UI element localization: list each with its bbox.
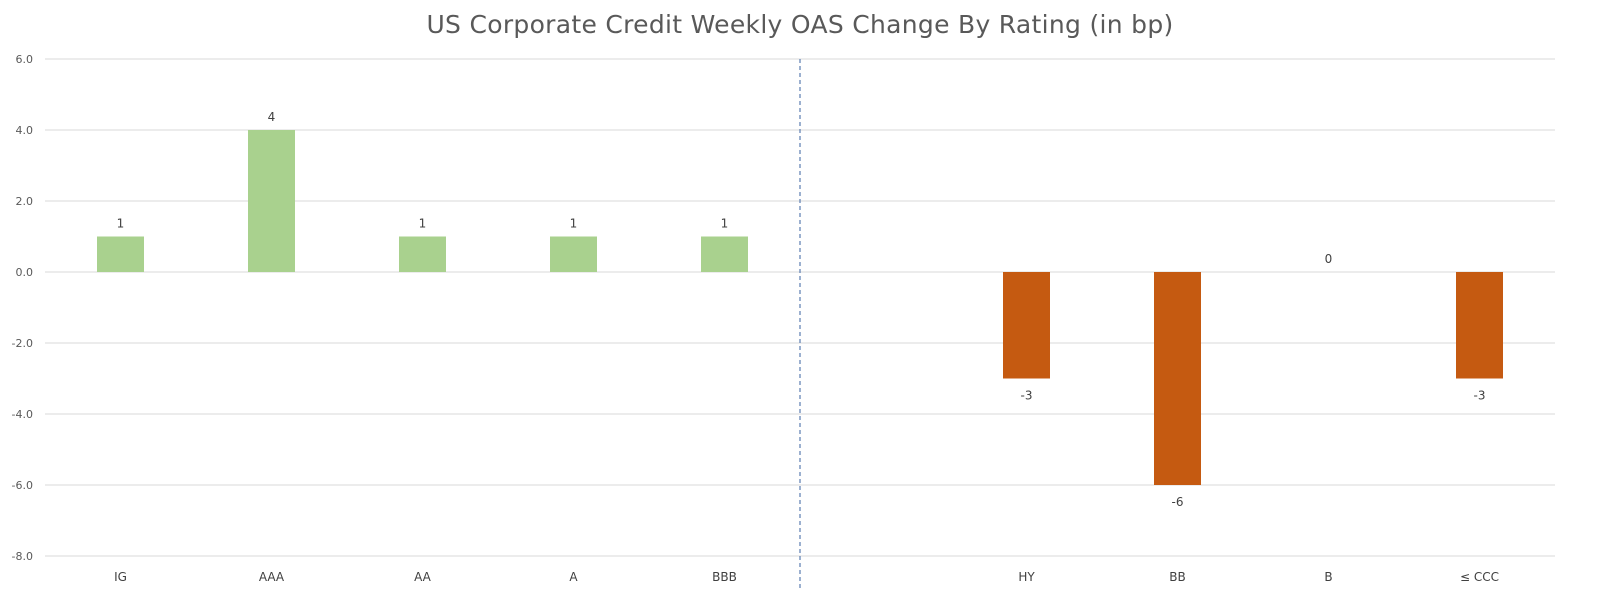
data-label: 1 (570, 217, 578, 231)
y-tick-label: -6.0 (12, 479, 33, 492)
bar (550, 236, 597, 272)
data-label: -3 (1021, 389, 1033, 403)
y-tick-label: 6.0 (16, 53, 34, 66)
x-tick-label: ≤ CCC (1460, 570, 1499, 584)
data-label: 1 (721, 217, 729, 231)
data-label: 1 (419, 217, 427, 231)
data-label: -6 (1172, 495, 1184, 509)
data-label: 4 (268, 110, 276, 124)
x-tick-label: AAA (259, 570, 285, 584)
bar (1003, 272, 1050, 379)
x-tick-label: BB (1169, 570, 1185, 584)
y-tick-label: 4.0 (16, 124, 34, 137)
data-label: 0 (1325, 252, 1333, 266)
x-tick-label: IG (114, 570, 127, 584)
bar (1154, 272, 1201, 485)
x-tick-label: A (569, 570, 578, 584)
y-tick-label: -2.0 (12, 337, 33, 350)
bar (399, 236, 446, 272)
chart-title: US Corporate Credit Weekly OAS Change By… (426, 10, 1174, 39)
bar (248, 130, 295, 272)
x-tick-label: B (1324, 570, 1332, 584)
x-tick-label: AA (414, 570, 432, 584)
bar (97, 236, 144, 272)
y-tick-label: 0.0 (16, 266, 34, 279)
data-label: -3 (1474, 389, 1486, 403)
y-tick-label: 2.0 (16, 195, 34, 208)
data-label: 1 (117, 217, 125, 231)
y-tick-label: -8.0 (12, 550, 33, 563)
y-tick-label: -4.0 (12, 408, 33, 421)
bar (1456, 272, 1503, 379)
bar (701, 236, 748, 272)
x-tick-label: BBB (712, 570, 737, 584)
x-tick-label: HY (1018, 570, 1035, 584)
